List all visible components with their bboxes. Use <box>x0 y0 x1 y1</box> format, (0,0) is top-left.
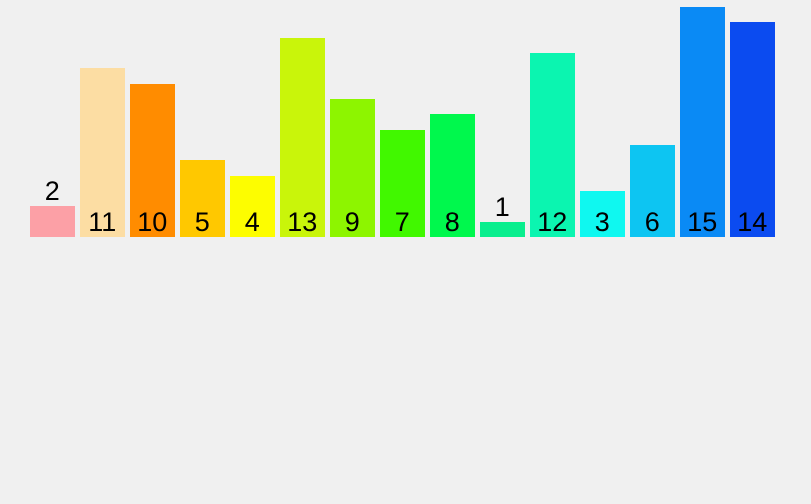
bar: 15 <box>680 7 725 237</box>
bar-label: 13 <box>287 207 318 237</box>
bar-label: 4 <box>244 207 260 237</box>
bar-label: 8 <box>444 207 460 237</box>
bar-label: 3 <box>594 207 610 237</box>
bar-label: 5 <box>194 207 210 237</box>
bar-label: 14 <box>737 207 768 237</box>
bar-label: 7 <box>394 207 410 237</box>
bar: 7 <box>380 129 425 237</box>
bar: 14 <box>730 22 775 237</box>
bar-label: 15 <box>687 207 718 237</box>
bar: 5 <box>180 160 225 237</box>
bar-label: 10 <box>137 207 168 237</box>
bar: 2 <box>30 178 75 237</box>
bar-label: 2 <box>44 176 60 207</box>
bar: 13 <box>280 37 325 237</box>
bar: 4 <box>230 175 275 237</box>
bar: 10 <box>130 83 175 237</box>
bar: 11 <box>80 68 125 237</box>
bar-label: 12 <box>537 207 568 237</box>
bar-label: 1 <box>494 191 510 222</box>
bar: 6 <box>630 145 675 237</box>
bar: 8 <box>430 114 475 237</box>
bar-label: 9 <box>344 207 360 237</box>
bar: 12 <box>530 53 575 237</box>
bar: 1 <box>480 193 525 237</box>
bar-label: 11 <box>88 207 117 237</box>
bar-label: 6 <box>644 207 660 237</box>
bar: 3 <box>580 191 625 237</box>
bar: 9 <box>330 99 375 237</box>
